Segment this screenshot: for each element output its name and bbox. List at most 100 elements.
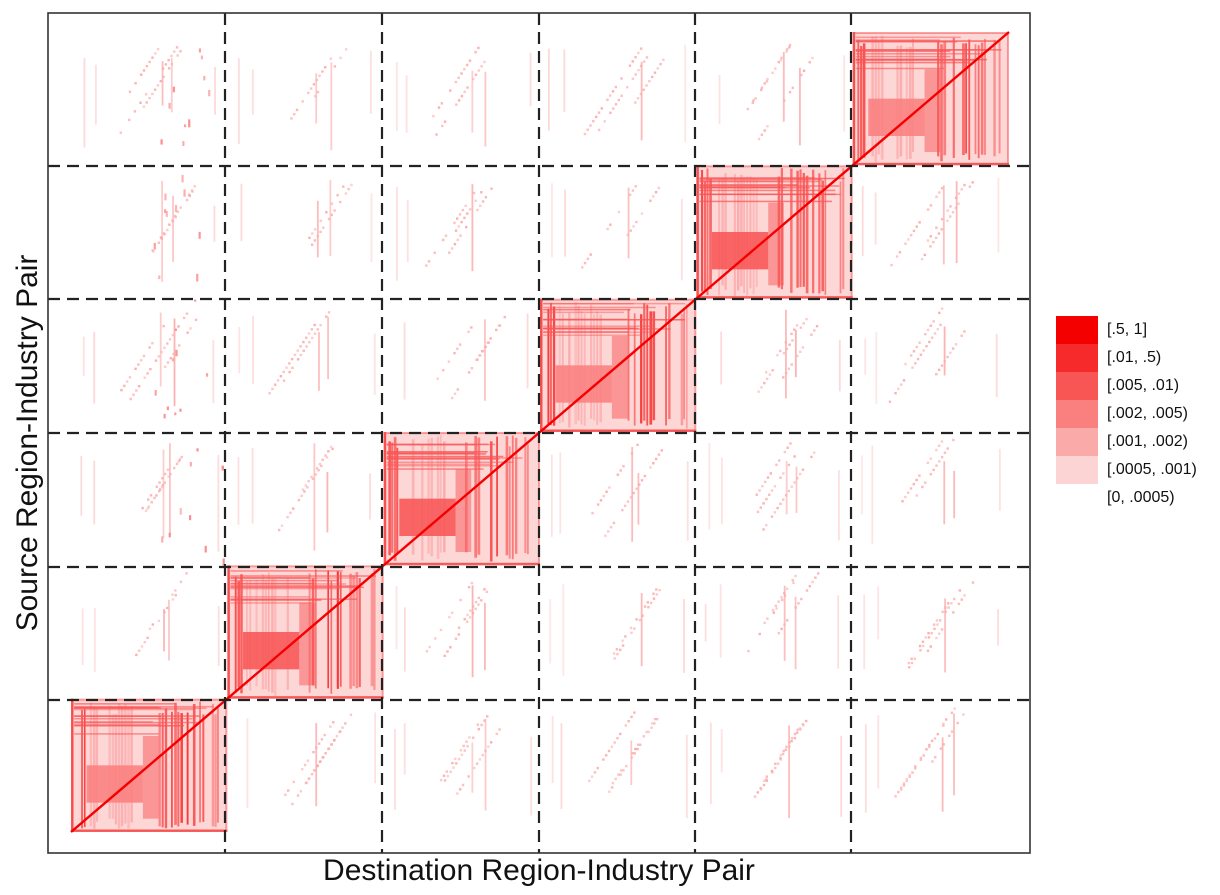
cell bbox=[654, 191, 658, 194]
cell bbox=[997, 177, 1000, 253]
cell bbox=[940, 455, 944, 459]
cell bbox=[910, 661, 914, 665]
cell bbox=[926, 328, 930, 332]
cell bbox=[230, 586, 364, 589]
cell bbox=[699, 177, 816, 179]
cell bbox=[230, 575, 376, 577]
cell bbox=[543, 306, 656, 309]
cell bbox=[953, 707, 956, 710]
cell bbox=[173, 214, 177, 218]
cell bbox=[668, 303, 671, 420]
cell bbox=[329, 445, 333, 449]
cell bbox=[863, 594, 866, 670]
cell bbox=[908, 773, 911, 777]
cell bbox=[471, 77, 475, 81]
cell bbox=[765, 523, 768, 527]
cell bbox=[874, 192, 877, 245]
cell bbox=[471, 736, 475, 739]
cell bbox=[240, 183, 243, 242]
cell bbox=[614, 777, 617, 781]
cell bbox=[861, 455, 863, 515]
legend-swatch-2 bbox=[1056, 344, 1098, 372]
cell bbox=[855, 50, 951, 52]
cell bbox=[154, 359, 158, 362]
cell bbox=[484, 749, 487, 753]
cell bbox=[943, 461, 946, 525]
cell bbox=[942, 722, 945, 725]
cell bbox=[464, 204, 467, 208]
cell bbox=[636, 443, 639, 447]
cell bbox=[894, 795, 897, 798]
cell bbox=[776, 762, 780, 765]
cell bbox=[177, 325, 180, 328]
cell bbox=[614, 103, 618, 106]
cell bbox=[814, 576, 817, 579]
cell bbox=[789, 442, 792, 445]
cell bbox=[763, 82, 766, 85]
cell bbox=[790, 168, 793, 293]
cell bbox=[162, 75, 165, 79]
cell bbox=[386, 455, 504, 458]
cell bbox=[605, 490, 608, 493]
cell bbox=[475, 762, 479, 765]
cell bbox=[957, 192, 961, 195]
cell bbox=[484, 196, 488, 199]
cell bbox=[169, 472, 172, 476]
cell bbox=[932, 240, 935, 244]
cell bbox=[766, 476, 770, 479]
cell bbox=[612, 521, 616, 525]
cell bbox=[230, 570, 343, 572]
cell bbox=[181, 174, 184, 183]
cell bbox=[818, 173, 821, 294]
cell bbox=[662, 58, 665, 62]
cell bbox=[752, 99, 755, 102]
cell bbox=[483, 345, 487, 349]
cell bbox=[405, 75, 408, 133]
cell bbox=[234, 576, 237, 693]
cell bbox=[168, 102, 171, 109]
cell bbox=[918, 221, 921, 224]
cell bbox=[186, 331, 189, 334]
cell bbox=[904, 362, 907, 366]
cell bbox=[310, 336, 314, 340]
cell bbox=[185, 572, 188, 575]
cell bbox=[483, 60, 486, 64]
cell bbox=[474, 73, 478, 76]
cell bbox=[145, 65, 149, 68]
cell bbox=[588, 779, 591, 783]
cell bbox=[563, 49, 566, 112]
cell bbox=[471, 585, 474, 678]
cell bbox=[344, 48, 348, 51]
cell bbox=[957, 602, 961, 606]
cell bbox=[649, 311, 653, 425]
cell bbox=[74, 733, 159, 735]
cell bbox=[622, 769, 625, 772]
cell bbox=[947, 602, 950, 605]
cell bbox=[433, 251, 436, 254]
cell bbox=[162, 232, 165, 235]
cell bbox=[230, 587, 341, 590]
cell bbox=[71, 829, 228, 832]
cell bbox=[771, 71, 774, 75]
cell bbox=[339, 56, 342, 60]
cell bbox=[852, 32, 1009, 34]
cell bbox=[934, 756, 937, 759]
cell bbox=[443, 779, 447, 782]
legend-label-7: [0, .0005) bbox=[1107, 489, 1175, 506]
cell bbox=[146, 507, 150, 510]
cell bbox=[915, 225, 918, 228]
cell bbox=[473, 766, 476, 770]
cell bbox=[790, 485, 793, 488]
cell bbox=[171, 711, 173, 828]
cell bbox=[963, 594, 966, 597]
cell bbox=[935, 636, 938, 640]
cell bbox=[909, 233, 913, 237]
cell bbox=[935, 195, 938, 198]
cell bbox=[609, 94, 612, 97]
cell bbox=[815, 324, 819, 328]
cell bbox=[307, 479, 310, 483]
cell bbox=[640, 593, 643, 667]
cell bbox=[462, 744, 465, 748]
cell bbox=[430, 437, 433, 557]
cell bbox=[324, 752, 327, 755]
